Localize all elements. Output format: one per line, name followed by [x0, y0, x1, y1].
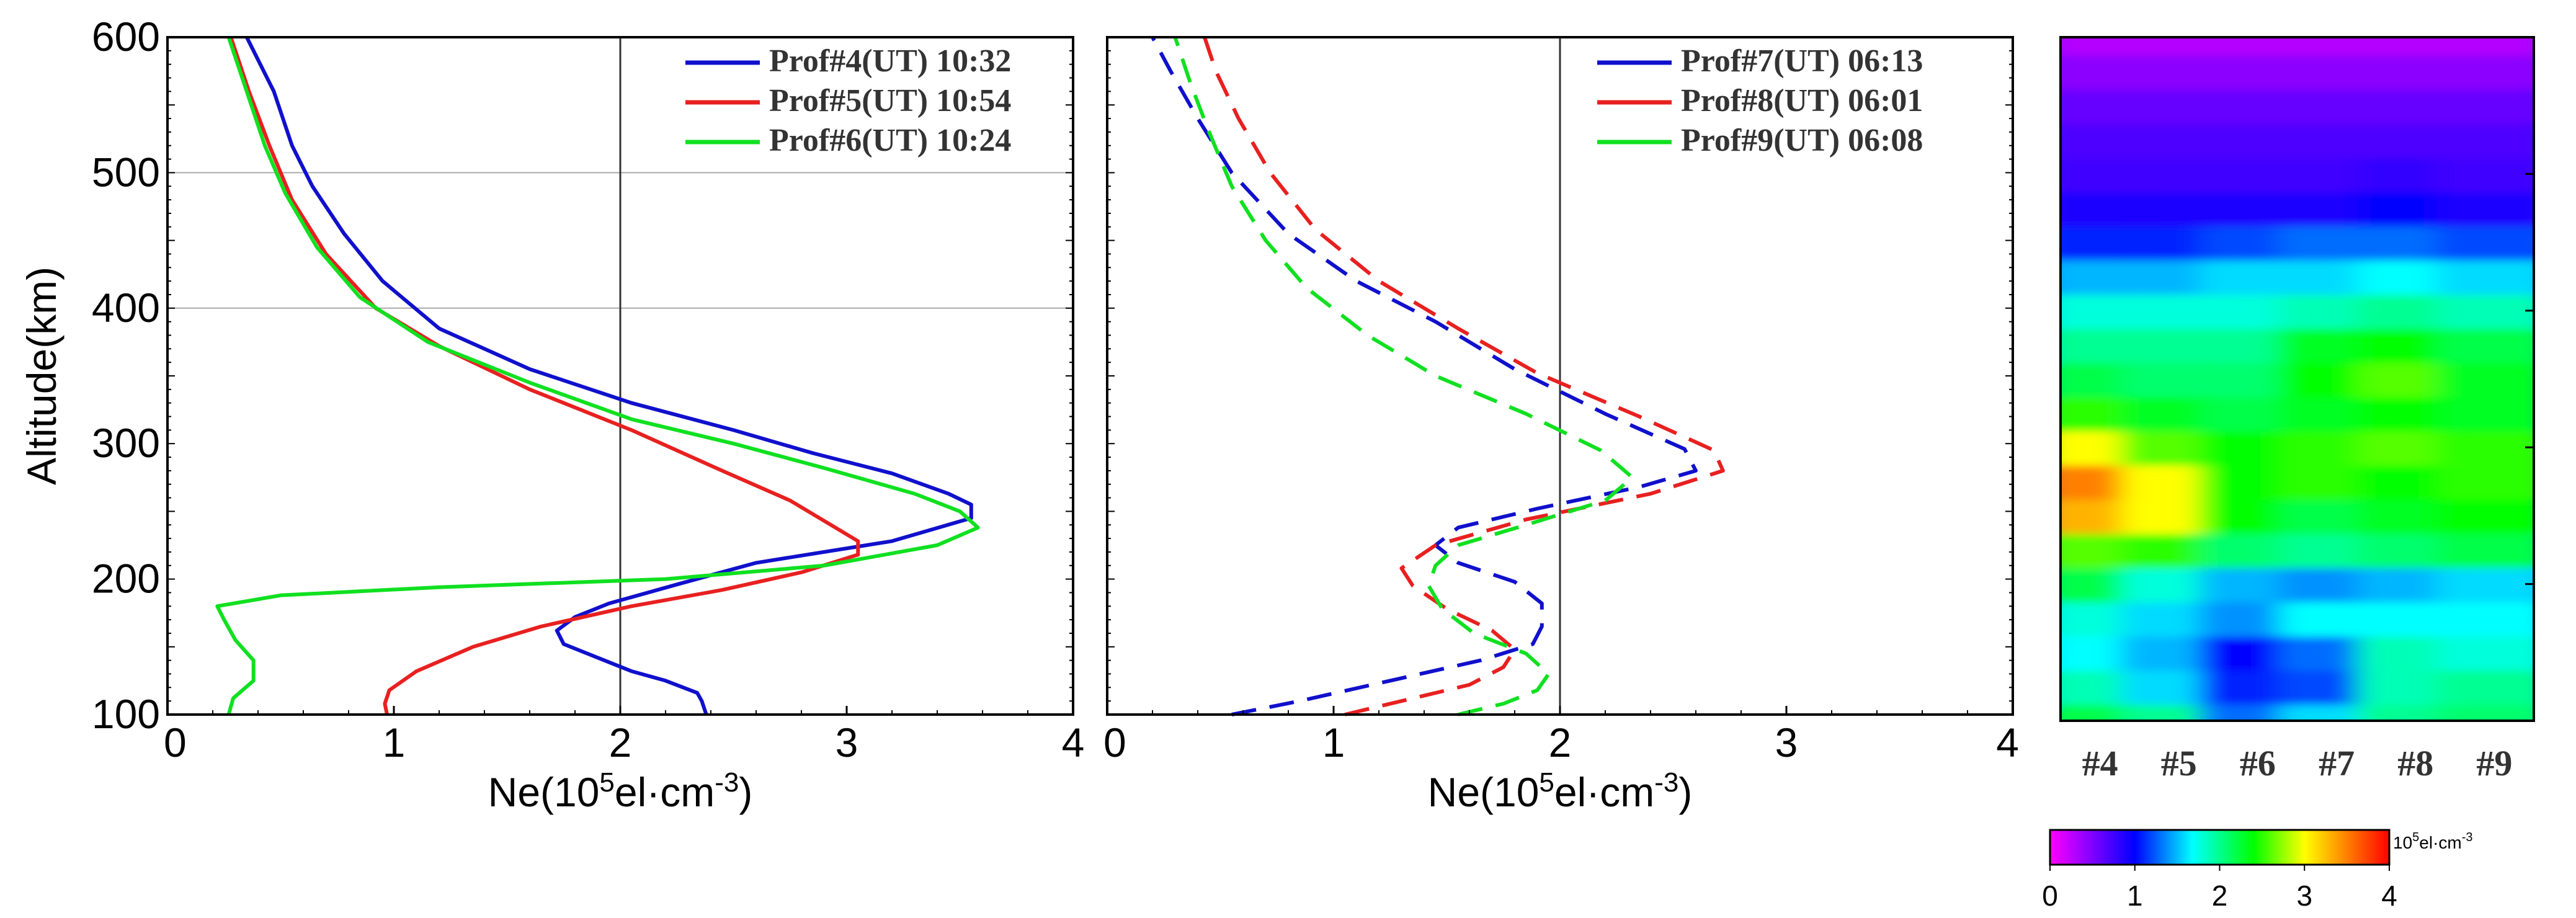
series-line-1: [245, 36, 973, 715]
x-axis-title-superscript: 5: [599, 767, 614, 798]
x-axis-title: Ne(105el·cm-3): [488, 767, 753, 815]
heatmap-cell: [2436, 497, 2534, 534]
heatmap-cell: [2436, 189, 2534, 227]
x-axis-title-text: ): [1678, 769, 1692, 815]
heatmap-cell: [2436, 292, 2534, 329]
x-axis-title-superscript: 5: [1539, 767, 1554, 798]
heatmap-cell: [2436, 634, 2534, 671]
x-tick-label: 0: [1103, 720, 1126, 765]
x-tick-label: 1: [383, 720, 406, 765]
x-axis-title-text: ): [739, 769, 752, 815]
heatmap-cell: [2436, 326, 2534, 363]
colorbar-tick-label: 0: [2042, 880, 2058, 912]
middle-profile-panel: 0 1 2 3 4 Ne(105el·cm-3) Prof#7(UT) 06:13 Prof#…: [1103, 36, 2019, 815]
heatmap-cells: [2061, 37, 2534, 721]
heatmap-cell: [2436, 600, 2534, 637]
colorbar-unit-superscript: 5: [2412, 831, 2419, 844]
x-tick-label: 2: [609, 720, 632, 765]
x-tick-label: 4: [1996, 720, 2019, 765]
x-tick-label: 0: [164, 720, 187, 765]
x-axis-title-superscript: -3: [715, 767, 739, 798]
heatmap-cell: [2436, 37, 2534, 56]
colorbar-tick-label: 2: [2212, 880, 2228, 912]
heatmap-frame: [2059, 36, 2535, 722]
colorbar-tick-label: 1: [2127, 880, 2143, 912]
heatmap-cell: [2436, 702, 2534, 721]
x-axis-title-text: Ne(10: [488, 769, 600, 815]
heatmap-cell: [2436, 258, 2534, 295]
y-tick-label: 500: [92, 149, 160, 195]
x-tick-label: 3: [836, 720, 858, 765]
y-tick-label: 400: [92, 285, 160, 331]
x-axis-title-text: el·cm: [1554, 769, 1654, 815]
heatmap-panel: #4 #5 #6 #7 #8 #9 0 1 2 3 4 105el·cm-3: [2042, 36, 2535, 912]
x-tick-label: 2: [1549, 720, 1572, 765]
heatmap-cell: [2436, 463, 2534, 500]
heatmap-x-tick-label: #6: [2240, 743, 2276, 783]
x-tick-label: 4: [1062, 720, 1085, 765]
colorbar-unit-superscript: -3: [2462, 831, 2473, 844]
series-line-3: [215, 37, 980, 715]
colorbar-unit-text: 10: [2393, 833, 2412, 852]
series-line-3: [1173, 37, 1634, 716]
series-line-1: [1151, 36, 1698, 716]
legend-label: Prof#5(UT) 10:54: [769, 83, 1011, 118]
heatmap-cell: [2436, 360, 2534, 398]
heatmap-cell: [2436, 668, 2534, 705]
x-tick-label: 1: [1322, 720, 1345, 765]
x-axis-title-text: el·cm: [615, 769, 715, 815]
colorbar-tick-label: 3: [2296, 880, 2312, 912]
heatmap-cell: [2436, 566, 2534, 603]
heatmap-x-tick-label: #9: [2476, 743, 2512, 783]
heatmap-x-tick-label: #8: [2397, 743, 2433, 783]
heatmap-cell: [2436, 394, 2534, 432]
y-tick-label: 600: [92, 14, 160, 60]
heatmap-x-tick-label: #5: [2161, 743, 2197, 783]
legend-label: Prof#4(UT) 10:32: [769, 43, 1011, 79]
heatmap-area: [2061, 37, 2534, 721]
legend-label: Prof#9(UT) 06:08: [1681, 123, 1923, 158]
y-tick-label: 200: [92, 556, 160, 602]
left-profile-panel: 0 1 2 3 4 100 200 300 400 500 600 Altitude(km) Ne(10…: [19, 14, 1084, 815]
heatmap-x-tick-label: #4: [2082, 743, 2118, 783]
heatmap-cell: [2436, 531, 2534, 569]
x-axis-title-superscript: -3: [1654, 767, 1678, 798]
colorbar: [2049, 829, 2391, 866]
y-tick-label: 100: [92, 691, 160, 737]
legend-label: Prof#8(UT) 06:01: [1681, 83, 1923, 118]
x-axis-title: Ne(105el·cm-3): [1428, 767, 1693, 815]
heatmap-cell: [2436, 53, 2534, 90]
legend-label: Prof#6(UT) 10:24: [769, 123, 1011, 158]
y-axis-title: Altitude(km): [19, 267, 65, 485]
heatmap-cell: [2436, 155, 2534, 192]
series-line-2: [1203, 37, 1725, 716]
heatmap-cell: [2436, 429, 2534, 466]
heatmap-x-tick-label: #7: [2319, 743, 2355, 783]
heatmap-cell: [2436, 87, 2534, 124]
legend-label: Prof#7(UT) 06:13: [1681, 43, 1923, 79]
y-tick-label: 300: [92, 420, 160, 466]
heatmap-cell: [2436, 121, 2534, 158]
x-axis-title-text: Ne(10: [1428, 769, 1540, 815]
colorbar-tick-label: 4: [2381, 880, 2397, 912]
x-tick-label: 3: [1775, 720, 1798, 765]
series-line-2: [229, 37, 860, 715]
heatmap-cell: [2436, 224, 2534, 261]
colorbar-unit-text: el·cm: [2419, 833, 2461, 852]
colorbar-unit-label: 105el·cm-3: [2393, 831, 2473, 852]
